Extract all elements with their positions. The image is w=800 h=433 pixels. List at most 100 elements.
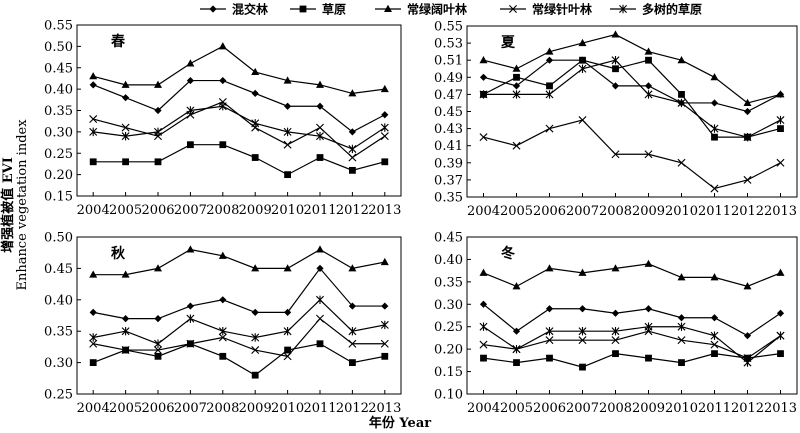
series-3 — [479, 30, 785, 106]
legend-item: 常绿针叶林 — [500, 2, 592, 17]
data-point — [512, 282, 521, 290]
data-point — [89, 81, 97, 89]
data-point — [612, 65, 619, 73]
data-point — [776, 309, 785, 317]
series-line — [92, 79, 386, 133]
x-tick-label: 2013 — [368, 401, 401, 416]
x-axis-label: 年份 Year — [369, 415, 431, 431]
data-point — [316, 102, 324, 110]
data-point — [611, 56, 620, 65]
data-point — [284, 102, 292, 110]
series-4 — [479, 116, 785, 193]
data-point — [710, 73, 719, 81]
series-4 — [479, 327, 785, 363]
y-tick-label: 0.30 — [44, 356, 73, 371]
data-point — [186, 106, 195, 115]
x-tick-label: 2009 — [239, 401, 272, 416]
panel-1: 0.15 0.20 0.25 0.30 0.35 0.40 0.45 0.50 0.55 2004… — [44, 19, 402, 218]
data-point — [513, 359, 520, 366]
data-point — [251, 119, 260, 128]
data-point — [645, 354, 652, 362]
y-tick-label: 0.35 — [434, 191, 463, 206]
series-1 — [479, 56, 785, 116]
data-point — [89, 158, 97, 166]
data-point — [89, 115, 98, 124]
series-1 — [89, 264, 389, 323]
series-line — [483, 59, 781, 113]
data-point — [743, 282, 752, 290]
x-tick-label: 2006 — [141, 401, 174, 416]
y-tick-label: 0.47 — [434, 88, 463, 103]
data-point — [545, 124, 554, 133]
series-5 — [479, 322, 785, 367]
data-point — [710, 331, 719, 340]
data-point — [154, 352, 162, 360]
data-point — [186, 59, 195, 67]
data-point — [186, 245, 195, 253]
data-point — [316, 131, 324, 141]
series-line — [483, 326, 781, 364]
data-point — [89, 127, 98, 137]
data-point — [579, 363, 586, 371]
data-point — [545, 90, 554, 99]
data-point — [710, 340, 719, 349]
y-tick-label: 0.45 — [44, 262, 73, 277]
y-tick-label: 0.50 — [44, 231, 73, 246]
data-point — [284, 346, 291, 354]
x-tick-label: 2013 — [368, 203, 401, 218]
data-point — [186, 76, 194, 85]
data-point — [348, 264, 357, 272]
y-tick-label: 0.45 — [44, 61, 73, 76]
y-tick-label: 0.10 — [434, 388, 463, 403]
data-point — [677, 273, 686, 281]
x-tick-label: 2010 — [665, 204, 698, 219]
x-tick-label: 2009 — [632, 204, 665, 219]
data-point — [546, 82, 553, 90]
x-tick-label: 2008 — [206, 203, 239, 218]
y-tick-label: 0.35 — [434, 275, 463, 290]
data-point — [380, 339, 389, 348]
data-point — [710, 124, 719, 133]
data-point — [512, 82, 521, 90]
data-point — [284, 171, 291, 179]
data-point — [479, 56, 488, 64]
data-point — [578, 64, 587, 73]
legend-label: 混交林 — [232, 2, 268, 17]
series-line — [93, 298, 385, 345]
data-point — [743, 132, 752, 142]
data-point — [611, 309, 620, 317]
data-point — [644, 150, 653, 159]
data-point — [644, 305, 653, 313]
x-tick-label: 2007 — [566, 401, 599, 416]
data-point — [546, 354, 553, 362]
data-point — [219, 352, 227, 360]
series-2 — [89, 141, 389, 179]
data-point — [545, 47, 554, 55]
series-2 — [89, 340, 389, 379]
data-point — [611, 30, 620, 38]
data-point — [348, 153, 357, 162]
data-point — [512, 141, 521, 150]
y-tick-label: 0.15 — [434, 365, 463, 380]
data-point — [349, 166, 356, 174]
data-point — [251, 333, 260, 342]
data-point — [545, 305, 554, 313]
x-tick-label: 2011 — [303, 203, 336, 218]
y-tick-label: 0.40 — [434, 253, 463, 268]
data-point — [743, 175, 752, 184]
data-point — [612, 350, 619, 358]
x-tick-label: 2004 — [77, 203, 110, 218]
legend-label: 多树的草原 — [642, 2, 702, 17]
data-point — [218, 327, 227, 336]
data-point — [219, 296, 227, 304]
series-line — [93, 144, 385, 176]
data-point — [251, 346, 260, 355]
series-line — [93, 101, 386, 159]
data-point — [380, 132, 389, 141]
data-point — [743, 332, 752, 340]
series-line — [483, 303, 781, 337]
y-tick-label: 0.39 — [434, 156, 463, 171]
series-line — [483, 263, 781, 288]
data-point — [644, 259, 653, 267]
y-tick-label: 0.25 — [44, 388, 73, 403]
